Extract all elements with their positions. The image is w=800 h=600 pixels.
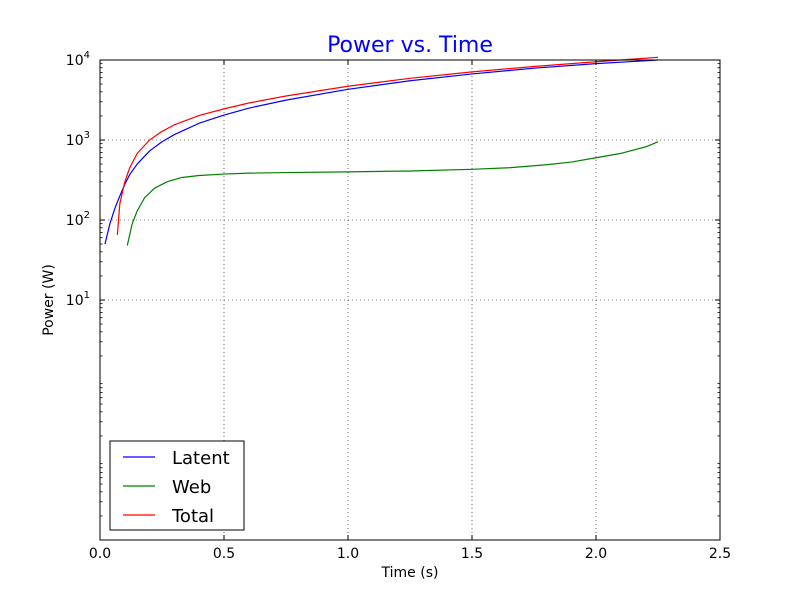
legend-label-web: Web [172, 477, 211, 498]
x-tick-label: 1.0 [337, 546, 359, 562]
legend-label-total: Total [171, 506, 214, 527]
y-tick-label: 104 [66, 50, 90, 69]
x-tick-label: 2.5 [709, 546, 731, 562]
x-tick-label: 0.0 [89, 546, 111, 562]
x-tick-label: 0.5 [213, 546, 235, 562]
y-tick-label: 103 [66, 130, 90, 149]
series-line-total [116, 56, 659, 236]
major-ticks [99, 59, 721, 540]
series-line-web [126, 141, 659, 246]
x-tick-label: 1.5 [461, 546, 483, 562]
chart-title: Power vs. Time [327, 33, 493, 58]
series-line-latent [104, 59, 659, 245]
legend-label-latent: Latent [172, 448, 230, 469]
y-tick-label: 101 [66, 290, 90, 309]
y-axis-label: Power (W) [41, 264, 57, 336]
series-lines [104, 56, 659, 246]
x-axis-label: Time (s) [381, 565, 439, 581]
x-tick-label: 2.0 [585, 546, 607, 562]
x-tick-labels: 0.0 0.5 1.0 1.5 2.0 2.5 [89, 546, 731, 562]
y-tick-label: 102 [66, 210, 90, 229]
legend: Latent Web Total [109, 440, 245, 531]
y-tick-labels: 101 102 103 104 [66, 50, 90, 309]
